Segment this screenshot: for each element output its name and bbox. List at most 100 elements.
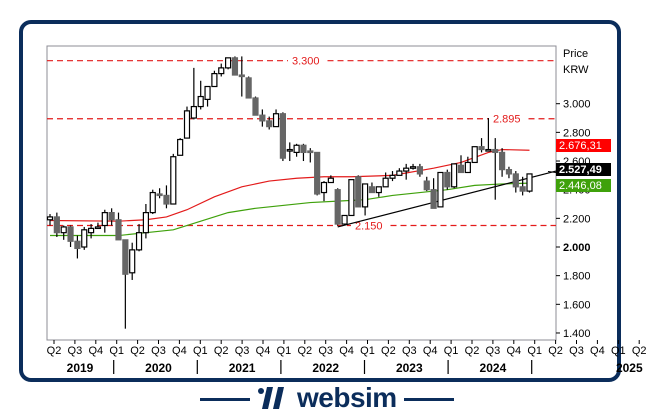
trend-line — [337, 170, 557, 228]
candle — [437, 171, 444, 208]
svg-text:2.527,49: 2.527,49 — [559, 164, 602, 176]
candle — [197, 80, 204, 110]
x-tick-label: Q2 — [297, 345, 312, 357]
y-tick-label: 1.600 — [563, 299, 591, 311]
y-tick-label: 1.800 — [563, 271, 591, 283]
y-axis-unit: KRW — [563, 64, 589, 76]
x-tick-label: Q3 — [402, 345, 417, 357]
candle — [327, 175, 334, 184]
candle — [245, 76, 252, 99]
candle — [307, 148, 314, 163]
candle — [341, 214, 348, 226]
candle — [115, 212, 122, 241]
candle — [190, 67, 197, 120]
price-tags: 2.676,31 2.527,49 2.446,08 — [547, 139, 611, 192]
x-tick-label: Q3 — [569, 345, 584, 357]
x-tick-label: Q3 — [68, 345, 83, 357]
level-line: 2.895 — [47, 114, 556, 126]
y-tick-label: 2.000 — [563, 242, 591, 254]
candle — [464, 156, 471, 174]
x-tick-label: Q1 — [277, 345, 292, 357]
candle — [430, 178, 437, 209]
x-tick-label: Q3 — [151, 345, 166, 357]
year-label: 2020 — [145, 361, 172, 375]
brand-name: websim — [297, 382, 397, 413]
year-label: 2019 — [67, 361, 94, 375]
candle — [101, 209, 108, 233]
candle — [135, 224, 143, 252]
candle — [478, 138, 485, 153]
brand-footer: websim — [0, 380, 653, 419]
candle — [142, 204, 149, 239]
candle — [231, 56, 239, 76]
websim-logo-icon — [258, 387, 284, 409]
candle — [389, 171, 396, 182]
ma-green-line — [50, 182, 530, 237]
candle — [355, 175, 362, 208]
svg-text:2.676,31: 2.676,31 — [559, 140, 602, 152]
x-tick-label: Q3 — [486, 345, 501, 357]
price-tag: 2.446,08 — [556, 179, 611, 192]
candle — [362, 183, 369, 216]
x-tick-label: Q2 — [130, 345, 145, 357]
x-tick-label: Q2 — [381, 345, 396, 357]
candle — [149, 189, 156, 215]
candle — [416, 163, 423, 177]
x-tick-label: Q2 — [632, 345, 647, 357]
price-tag: 2.527,49 — [556, 163, 611, 176]
x-tick-label: Q4 — [590, 345, 605, 357]
y-tick-label: 1.400 — [563, 328, 591, 340]
candle — [375, 186, 382, 197]
x-axis: Q2 Q3 Q4 Q1 Q2 Q3 Q4 Q1 Q2 Q3 Q4 Q1 Q2 Q3 Q4 Q1 Q2 Q3 Q4 Q1… — [47, 340, 647, 375]
brand-logo: websim — [257, 382, 397, 414]
candle — [286, 142, 293, 162]
candle — [74, 235, 81, 259]
plot-border — [46, 45, 557, 341]
candle — [266, 116, 273, 130]
candle — [423, 176, 430, 192]
candle — [471, 146, 478, 164]
ma-red-line — [49, 148, 530, 222]
candle — [334, 188, 341, 226]
candle — [259, 109, 266, 127]
candle — [163, 185, 170, 209]
candle — [451, 163, 458, 189]
candle — [519, 176, 526, 196]
x-tick-label: Q2 — [548, 345, 563, 357]
candle — [204, 85, 211, 107]
y-tick-label: 2.800 — [563, 127, 591, 139]
x-tick-label: Q1 — [193, 345, 208, 357]
x-tick-label: Q4 — [423, 345, 438, 357]
x-tick-label: Q2 — [465, 345, 480, 357]
year-label: 2021 — [229, 361, 256, 375]
year-label: 2025 — [616, 361, 643, 375]
candle — [505, 166, 513, 179]
candle — [279, 112, 286, 162]
divider-left — [200, 398, 250, 401]
candle — [94, 222, 102, 230]
candle — [499, 148, 506, 177]
year-label: 2023 — [396, 361, 423, 375]
candle — [108, 208, 115, 226]
x-tick-label: Q4 — [88, 345, 103, 357]
x-tick-label: Q2 — [47, 345, 62, 357]
x-tick-label: Q1 — [360, 345, 375, 357]
y-axis-title: Price — [563, 48, 588, 60]
candle — [53, 212, 60, 237]
price-tag: 2.676,31 — [556, 139, 611, 152]
level-label: 3.300 — [292, 56, 320, 68]
x-tick-label: Q1 — [109, 345, 124, 357]
x-tick-label: Q1 — [611, 345, 626, 357]
x-tick-label: Q3 — [235, 345, 250, 357]
candle — [272, 109, 280, 128]
candle — [46, 214, 54, 226]
x-tick-label: Q2 — [214, 345, 229, 357]
candle — [348, 179, 355, 217]
y-tick-label: 2.200 — [563, 213, 591, 225]
candle — [403, 163, 410, 180]
y-tick-label: 3.000 — [563, 99, 591, 111]
x-tick-label: Q3 — [318, 345, 333, 357]
candle — [485, 118, 492, 152]
candle — [526, 173, 533, 193]
